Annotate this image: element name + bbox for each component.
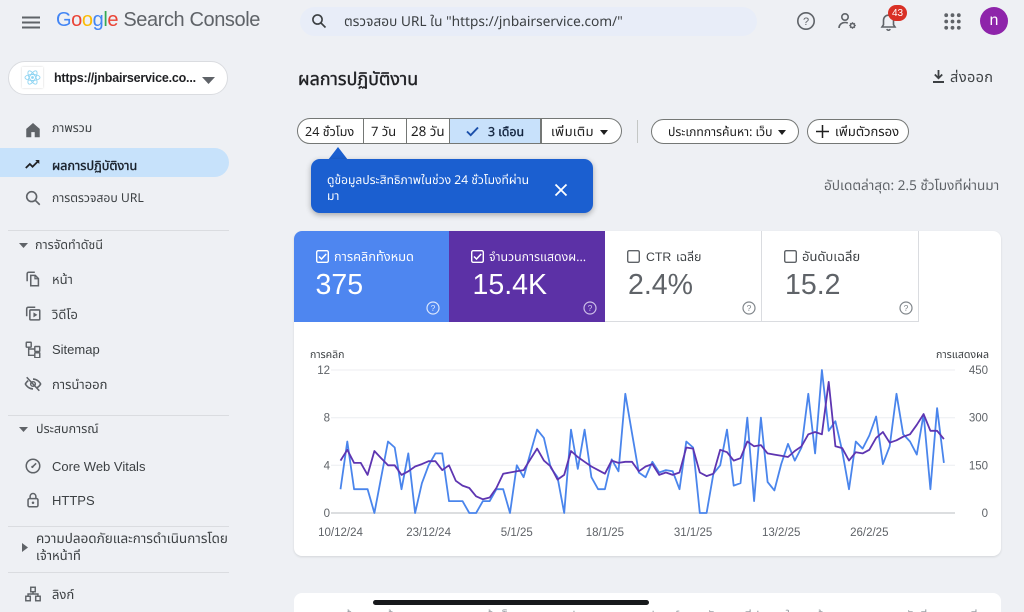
svg-text:0: 0 — [982, 508, 988, 520]
svg-text:10/12/24: 10/12/24 — [318, 527, 363, 539]
svg-text:18/1/25: 18/1/25 — [586, 527, 624, 539]
svg-text:?: ? — [747, 303, 752, 313]
svg-text:13/2/25: 13/2/25 — [762, 527, 800, 539]
svg-text:5/1/25: 5/1/25 — [501, 527, 533, 539]
svg-text:450: 450 — [969, 365, 988, 377]
svg-text:0: 0 — [324, 508, 330, 520]
svg-text:26/2/25: 26/2/25 — [850, 527, 888, 539]
svg-text:?: ? — [431, 303, 436, 313]
svg-text:300: 300 — [969, 413, 988, 425]
svg-text:12: 12 — [317, 365, 330, 377]
svg-text:?: ? — [588, 303, 593, 313]
svg-text:150: 150 — [969, 460, 988, 472]
svg-text:?: ? — [903, 303, 908, 313]
svg-text:8: 8 — [324, 413, 330, 425]
svg-text:4: 4 — [324, 460, 331, 472]
svg-text:?: ? — [803, 16, 809, 28]
svg-text:31/1/25: 31/1/25 — [674, 527, 712, 539]
svg-text:23/12/24: 23/12/24 — [406, 527, 451, 539]
